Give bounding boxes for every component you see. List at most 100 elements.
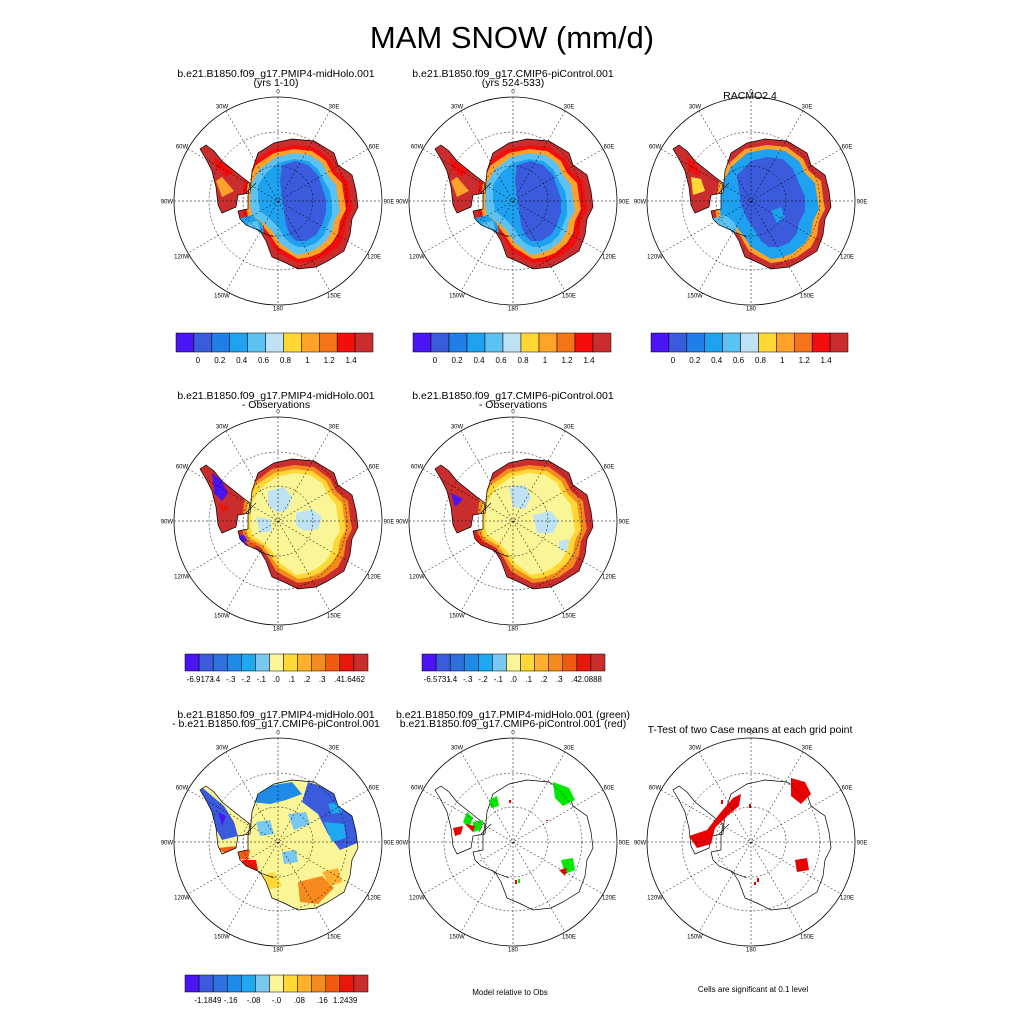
colorbar-box [212, 974, 228, 993]
colorbar-box [492, 653, 507, 672]
panel-case-difference: 0 30E 60E 90E 120E 150E 180 150W 120W 90W 60W 30W [161, 731, 395, 954]
colorbar-box [311, 974, 327, 993]
longitude-label: 90W [634, 841, 647, 847]
longitude-label: 30E [329, 425, 340, 431]
longitude-label: 90E [384, 520, 395, 526]
colorbar-box [484, 332, 504, 353]
longitude-label: 60W [176, 465, 189, 471]
longitude-label: 90E [857, 841, 868, 847]
colorbar-label: -.4 [448, 675, 458, 684]
colorbar-box [548, 653, 564, 672]
lon-labels: 0 30E 60E 90E 120E 150E 180 150W 120W 90W 60W 30W [161, 731, 395, 954]
longitude-label: 60W [411, 145, 424, 151]
longitude-label: 30E [802, 746, 813, 752]
colorbar-midholo-diff: -6.9173-.4 -.3 -.2 -.1 .0 .1 .2 .3 .4 1.6462 [184, 653, 369, 684]
colorbar-box [466, 332, 486, 353]
longitude-label: 180 [508, 627, 519, 633]
longitude-label: 30W [689, 746, 702, 752]
colorbar-label: -.4 [211, 675, 221, 684]
colorbar-box [412, 332, 432, 353]
longitude-label: 120W [174, 255, 190, 261]
panel-midholo-minus-obs: 0 30E 60E 90E 120E 150E 180 150W 120W 90W 60W 30W [161, 410, 395, 633]
colorbar-label: 1.4 [821, 356, 833, 365]
colorbar-box [556, 332, 576, 353]
longitude-label: 60E [604, 465, 615, 471]
colorbar-label: -6.9173 [187, 675, 215, 684]
longitude-label: 90W [161, 520, 174, 526]
longitude-label: 30W [451, 425, 464, 431]
longitude-label: 60W [411, 786, 424, 792]
panel-title: b.e21.B1850.f09_g17.PMIP4-midHolo.001 [177, 390, 374, 402]
colorbar-label: -.2 [241, 675, 251, 684]
colorbar-box [175, 332, 195, 353]
longitude-label: 90E [384, 841, 395, 847]
panel-title: RACMO2.4 [723, 90, 777, 102]
longitude-label: 180 [273, 307, 284, 313]
lon-labels: 0 30E 60E 90E 120E 150E 180 150W 120W 90W 60W 30W [161, 90, 395, 313]
longitude-label: 0 [276, 410, 280, 416]
panel-title: T-Test of two Case means at each grid po… [648, 724, 853, 736]
longitude-label: 150E [327, 614, 341, 620]
longitude-label: 120E [602, 575, 616, 581]
longitude-label: 90W [161, 841, 174, 847]
colorbar-box [574, 332, 594, 353]
colorbar-label: 0.6 [258, 356, 270, 365]
colorbar-box [229, 332, 248, 353]
longitude-label: 90W [634, 200, 647, 206]
colorbar-label: 1.4 [346, 356, 358, 365]
colorbar-label: 0.4 [473, 356, 485, 365]
colorbar-box [562, 653, 578, 672]
figure-title: MAM SNOW (mm/d) [370, 20, 654, 55]
colorbar-box [247, 332, 266, 353]
lon-labels: 0 30E 60E 90E 120E 150E 180 150W 120W 90W 60W 30W [396, 731, 630, 954]
longitude-label: 120E [602, 255, 616, 261]
panel-title: b.e21.B1850.f09_g17.CMIP6-piControl.001 [412, 390, 614, 402]
colorbar-label: .0 [273, 675, 280, 684]
longitude-label: 90W [396, 841, 409, 847]
panel-significance: 0 30E 60E 90E 120E 150E 180 150W 120W 90W 60W 30W [396, 731, 630, 954]
colorbar-label: 0.8 [517, 356, 529, 365]
longitude-label: 150E [562, 614, 576, 620]
colorbar-box [478, 653, 493, 672]
colorbar-label: -.16 [224, 996, 238, 1005]
colorbar-label: .1 [288, 675, 295, 684]
colorbar-label: 0.6 [733, 356, 745, 365]
longitude-label: 150E [800, 294, 814, 300]
colorbar-box [448, 332, 468, 353]
colorbar-box [576, 653, 592, 672]
colorbar-picontrol: 0 0.2 0.4 0.6 0.8 1 1.2 1.4 [412, 332, 612, 365]
longitude-label: 120W [647, 896, 663, 902]
colorbar-label: .16 [317, 996, 329, 1005]
colorbar-box [435, 653, 451, 672]
longitude-label: 120E [840, 896, 854, 902]
longitude-label: 0 [511, 731, 515, 737]
colorbar-label: 0.2 [451, 356, 463, 365]
longitude-label: 90W [396, 520, 409, 526]
longitude-label: 60E [842, 786, 853, 792]
colorbar-label: -.2 [478, 675, 488, 684]
colorbar-box [336, 332, 356, 353]
colorbar-box [590, 653, 606, 672]
colorbar-box [353, 653, 369, 672]
colorbar-label: 1 [780, 356, 785, 365]
panel-title: b.e21.B1850.f09_g17.PMIP4-midHolo.001 (g… [396, 709, 630, 721]
longitude-label: 180 [508, 307, 519, 313]
longitude-label: 150W [214, 935, 230, 941]
colorbar-label: -.3 [226, 675, 236, 684]
colorbar-label: 1 [305, 356, 310, 365]
colorbar-box [592, 332, 612, 353]
longitude-label: 60E [369, 786, 380, 792]
colorbar-label: 1.6462 [341, 675, 366, 684]
panel-note: Model relative to Obs [472, 988, 548, 997]
panel-midholo: 0 30E 60E 90E 120E 150E 180 150W 120W 90W 60W 30W [161, 90, 395, 313]
colorbar-box [339, 653, 355, 672]
longitude-label: 30E [564, 746, 575, 752]
longitude-label: 150E [327, 935, 341, 941]
colorbar-box [184, 653, 200, 672]
longitude-label: 180 [746, 307, 757, 313]
longitude-label: 120E [367, 575, 381, 581]
colorbar-box [430, 332, 450, 353]
colorbar-box [520, 332, 540, 353]
colorbar-label: 0.2 [214, 356, 226, 365]
longitude-label: 120W [647, 255, 663, 261]
